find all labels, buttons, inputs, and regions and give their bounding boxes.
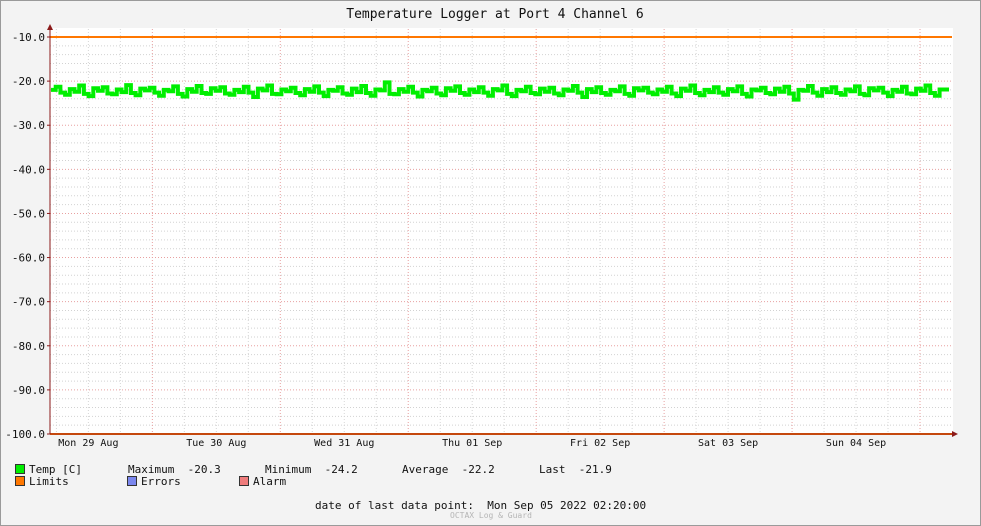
x-tick-label: Mon 29 Aug: [58, 438, 118, 449]
x-tick-label: Sat 03 Sep: [698, 438, 758, 449]
axes: [47, 24, 958, 437]
brand-watermark: OCTAX Log & Guard: [450, 511, 532, 520]
alarm-swatch-icon: [239, 476, 249, 486]
x-axis-arrow-icon: [952, 431, 958, 437]
x-tick-label: Fri 02 Sep: [570, 438, 630, 449]
x-tick-label: Tue 30 Aug: [186, 438, 246, 449]
y-axis-ticks: -10.0 -20.0 -30.0 -40.0 -50.0 -60.0 -70.0 -80.0…: [5, 31, 50, 441]
grid-minor: [50, 29, 952, 434]
stat-min-label: Minimum: [265, 463, 312, 476]
stat-average: Average -22.2: [402, 464, 495, 476]
temp-swatch-icon: [15, 464, 25, 474]
legend-alarm-label: Alarm: [253, 475, 287, 488]
x-tick-label: Thu 01 Sep: [442, 438, 502, 449]
last-data-point: date of last data point: Mon Sep 05 2022…: [315, 499, 646, 512]
x-axis-ticks: Mon 29 Aug Tue 30 Aug Wed 31 Aug Thu 01 Sep…: [58, 438, 886, 449]
stat-avg-value: -22.2: [461, 463, 495, 476]
stat-last-value: -21.9: [578, 463, 612, 476]
errors-swatch-icon: [127, 476, 137, 486]
x-tick-label: Sun 04 Sep: [826, 438, 886, 449]
y-tick-label: -80.0: [12, 340, 45, 353]
stat-max-value: -20.3: [187, 463, 221, 476]
y-tick-label: -100.0: [5, 428, 45, 441]
y-tick-label: -50.0: [12, 207, 45, 220]
stat-maximum: Maximum -20.3: [128, 464, 221, 476]
stat-max-label: Maximum: [128, 463, 175, 476]
legend-errors-label: Errors: [141, 475, 181, 488]
y-tick-label: -60.0: [12, 252, 45, 265]
y-axis-arrow-icon: [47, 24, 53, 30]
legend-row-errors: Errors: [127, 476, 181, 488]
chart-title: Temperature Logger at Port 4 Channel 6: [346, 7, 643, 22]
y-tick-label: -90.0: [12, 384, 45, 397]
y-tick-label: -20.0: [12, 75, 45, 88]
y-tick-label: -70.0: [12, 296, 45, 309]
temp-line: [51, 80, 949, 102]
last-data-point-value: Mon Sep 05 2022 02:20:00: [487, 499, 647, 512]
legend-row-temp: Temp [C]: [15, 464, 82, 476]
y-tick-label: -40.0: [12, 163, 45, 176]
x-tick-label: Wed 31 Aug: [314, 438, 374, 449]
y-tick-label: -30.0: [12, 119, 45, 132]
y-tick-label: -10.0: [12, 31, 45, 44]
stat-last: Last -21.9: [539, 464, 612, 476]
stat-last-label: Last: [539, 463, 566, 476]
legend-row-limits: Limits: [15, 476, 69, 488]
legend-temp-label: Temp [C]: [29, 463, 82, 476]
last-data-point-label: date of last data point:: [315, 499, 474, 512]
limits-swatch-icon: [15, 476, 25, 486]
stat-min-value: -24.2: [324, 463, 358, 476]
legend-limits-label: Limits: [29, 475, 69, 488]
temp-series: [51, 80, 949, 102]
stat-minimum: Minimum -24.2: [265, 464, 358, 476]
stat-avg-label: Average: [402, 463, 449, 476]
legend-row-alarm: Alarm: [239, 476, 286, 488]
